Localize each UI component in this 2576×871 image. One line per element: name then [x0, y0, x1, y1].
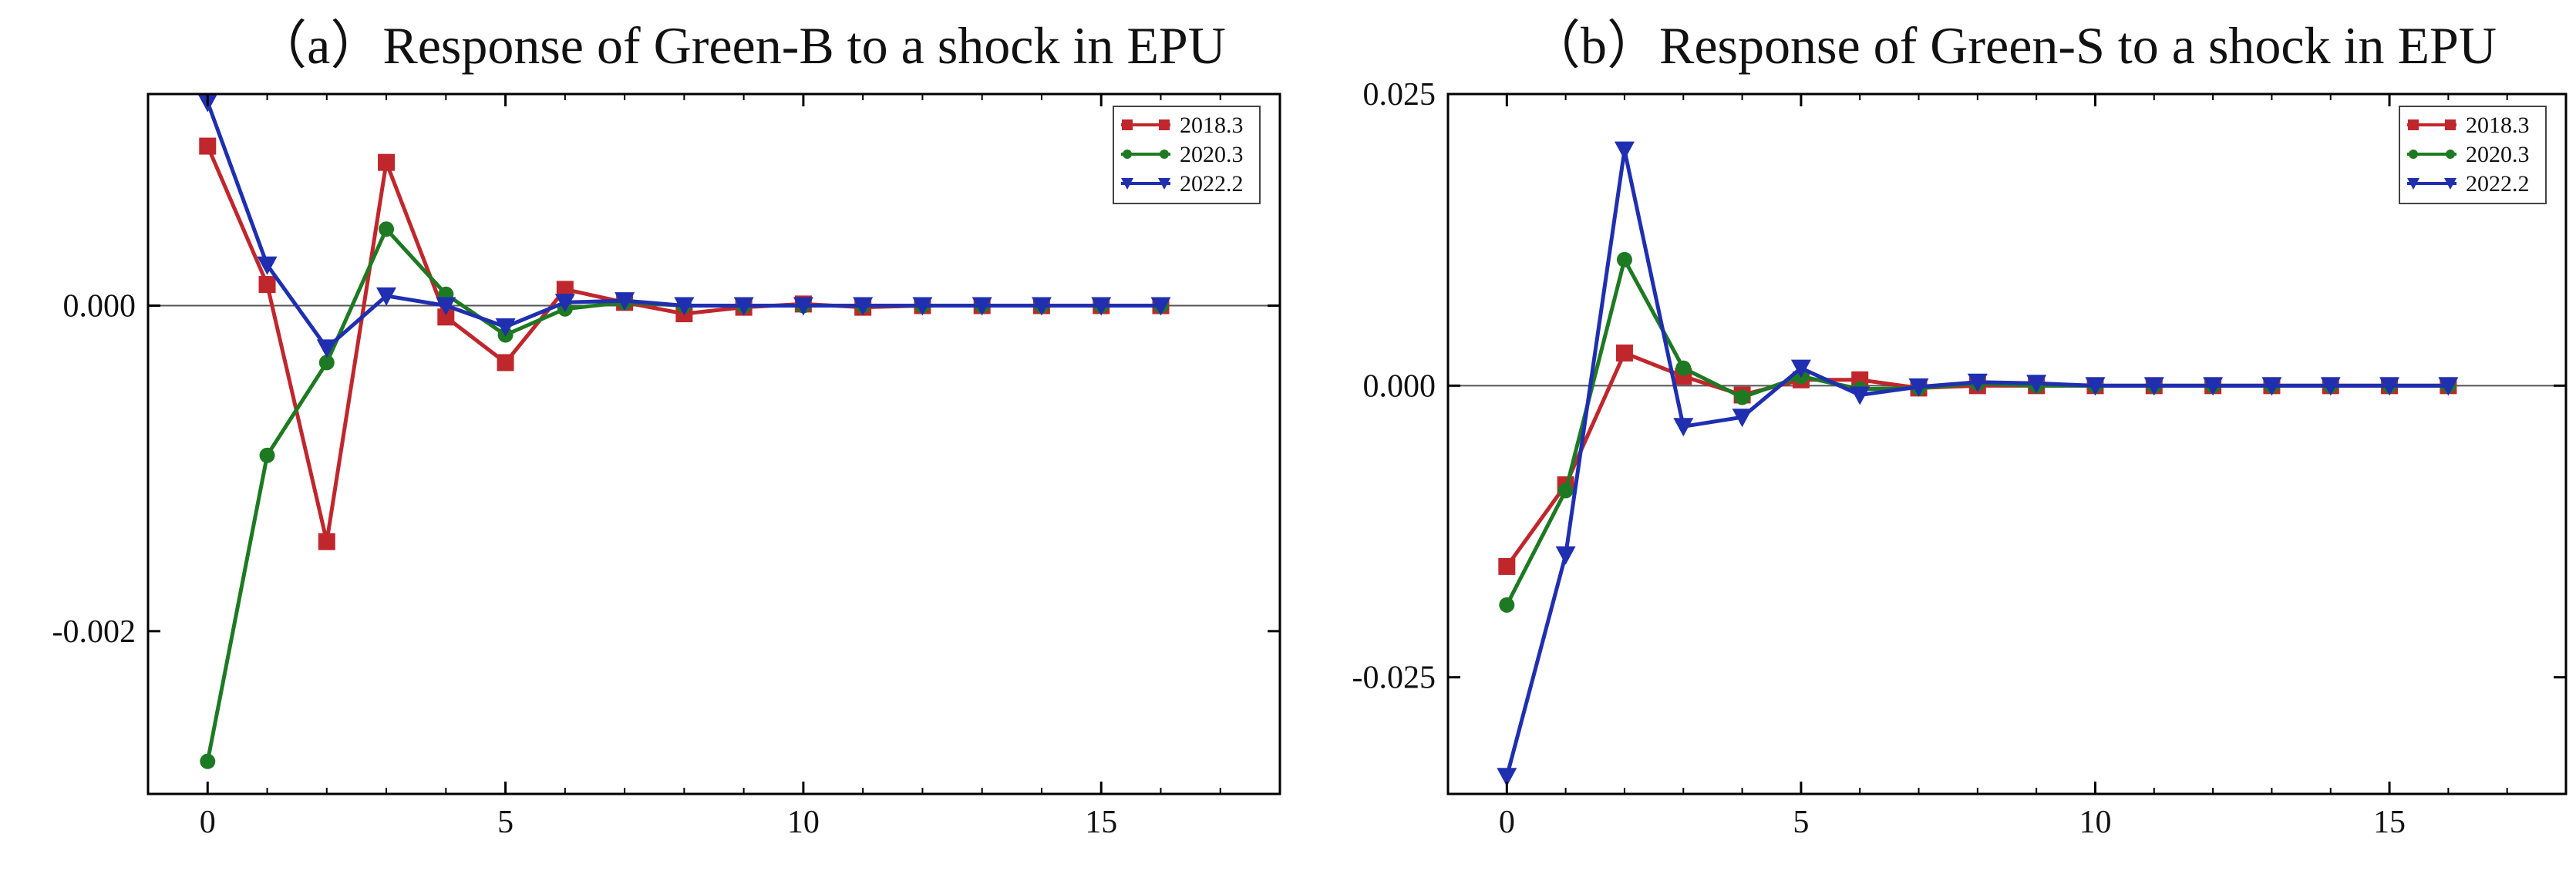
- y-tick-label: 0.025: [1363, 77, 1436, 113]
- data-point-2022.2-1: [1555, 546, 1576, 565]
- series-line-2022.2: [1504, 148, 2449, 777]
- legend-label: 2022.2: [1180, 171, 1244, 197]
- plot-frame: [146, 92, 1281, 795]
- chart-title: （b）Response of Green-S to a shock in EPU: [1528, 16, 2497, 75]
- data-point-2020.3-3: [379, 221, 395, 237]
- legend-label: 2020.3: [1180, 142, 1244, 167]
- data-point-2022.2-3: [1673, 418, 1694, 437]
- legend-label: 2020.3: [2466, 142, 2530, 167]
- data-point-2022.2-7: [1908, 378, 1929, 397]
- data-point-2022.2-16: [1150, 297, 1171, 316]
- x-tick-label: 10: [787, 805, 820, 840]
- data-point-2022.2-10: [2085, 377, 2106, 396]
- series-line-2020.3: [1505, 257, 2449, 606]
- data-point-2022.2-11: [2143, 377, 2164, 396]
- x-tick-label: 0: [200, 805, 216, 840]
- chart-panel-a: （a）Response of Green-B to a shock in EPU…: [52, 16, 1281, 840]
- y-tick-label: 0.000: [1363, 368, 1436, 404]
- legend-label: 2022.2: [2466, 171, 2530, 197]
- legend-marker-2020.3: [2446, 150, 2455, 159]
- legend: 2018.3 2020.3 2022.2: [1113, 106, 1261, 204]
- data-point-2022.2-13: [2261, 377, 2282, 396]
- data-point-2022.2-6: [1850, 386, 1871, 405]
- data-point-2022.2-16: [2438, 377, 2459, 396]
- data-point-2022.2-9: [2026, 375, 2047, 394]
- data-point-2018.3-0: [199, 137, 217, 155]
- data-point-2022.2-10: [793, 297, 813, 316]
- data-point-2020.3-2: [318, 355, 335, 371]
- data-point-2022.2-5: [1790, 359, 1811, 378]
- data-point-2022.2-11: [853, 297, 874, 316]
- y-tick-label: 0.000: [63, 289, 136, 325]
- x-tick-label: 0: [1499, 805, 1515, 840]
- data-point-2020.3-0: [200, 753, 216, 769]
- data-point-2022.2-4: [436, 297, 456, 316]
- data-point-2022.2-7: [615, 292, 635, 311]
- data-point-2020.3-0: [1499, 597, 1515, 613]
- legend-marker-2020.3: [1160, 150, 1169, 159]
- x-tick-label: 5: [497, 805, 514, 840]
- legend: 2018.3 2020.3 2022.2: [2399, 106, 2547, 204]
- data-point-2018.3-0: [1498, 557, 1516, 575]
- data-point-2022.2-12: [912, 297, 933, 316]
- data-point-2018.3-1: [258, 276, 276, 294]
- legend-marker-2022.2: [1158, 178, 1170, 190]
- legend-marker-2022.2: [2444, 178, 2456, 190]
- legend-marker-2020.3: [2409, 150, 2418, 159]
- y-tick-label: -0.025: [1352, 661, 1436, 696]
- data-point-2022.2-9: [733, 297, 754, 316]
- data-point-2020.3-1: [259, 447, 275, 463]
- y-tick-label: -0.002: [52, 614, 136, 650]
- plot-frame: [1446, 92, 2568, 795]
- legend-marker-2018.3: [1159, 119, 1170, 130]
- data-point-2022.2-3: [376, 287, 397, 306]
- data-point-2022.2-2: [1614, 141, 1635, 160]
- data-point-2020.3-4: [1734, 389, 1750, 405]
- x-tick-label: 15: [2373, 805, 2406, 840]
- data-point-2018.3-2: [318, 533, 335, 550]
- data-point-2022.2-6: [554, 294, 575, 313]
- data-point-2018.3-5: [497, 354, 514, 372]
- legend-label: 2018.3: [1180, 113, 1244, 138]
- x-tick-label: 10: [2079, 805, 2111, 840]
- legend-marker-2020.3: [1123, 150, 1132, 159]
- data-point-2022.2-15: [1091, 297, 1112, 316]
- data-point-2022.2-5: [495, 318, 516, 337]
- data-point-2022.2-14: [1031, 297, 1052, 316]
- series-line-2018.3: [205, 145, 1161, 544]
- data-point-2022.2-4: [1732, 409, 1753, 428]
- data-point-2018.3-4: [437, 308, 455, 326]
- data-point-2022.2-1: [257, 256, 278, 275]
- legend-marker-2022.2: [2407, 178, 2419, 190]
- legend-marker-2018.3: [1122, 119, 1133, 130]
- legend-label: 2018.3: [2466, 113, 2530, 138]
- data-point-2018.3-6: [556, 281, 574, 298]
- legend-marker-2018.3: [2408, 119, 2419, 130]
- legend-marker-2022.2: [1121, 178, 1133, 190]
- data-point-2022.2-8: [674, 297, 695, 316]
- data-point-2022.2-8: [1967, 373, 1988, 392]
- data-point-2022.2-15: [2379, 377, 2400, 396]
- x-tick-label: 15: [1085, 805, 1117, 840]
- data-point-2018.3-2: [1615, 344, 1633, 362]
- data-point-2022.2-12: [2203, 377, 2224, 396]
- data-point-2022.2-0: [1497, 768, 1517, 787]
- chart-title: （a）Response of Green-B to a shock in EPU: [254, 16, 1226, 75]
- data-point-2022.2-14: [2320, 377, 2341, 396]
- data-point-2020.3-2: [1616, 251, 1632, 267]
- data-point-2018.3-3: [378, 153, 396, 171]
- legend-marker-2018.3: [2445, 119, 2456, 130]
- data-point-2020.3-1: [1557, 483, 1574, 499]
- data-point-2022.2-2: [316, 339, 337, 358]
- data-point-2020.3-3: [1675, 360, 1692, 376]
- x-tick-label: 5: [1793, 805, 1809, 840]
- chart-panel-b: （b）Response of Green-S to a shock in EPU…: [1352, 16, 2568, 840]
- data-point-2022.2-13: [971, 297, 992, 316]
